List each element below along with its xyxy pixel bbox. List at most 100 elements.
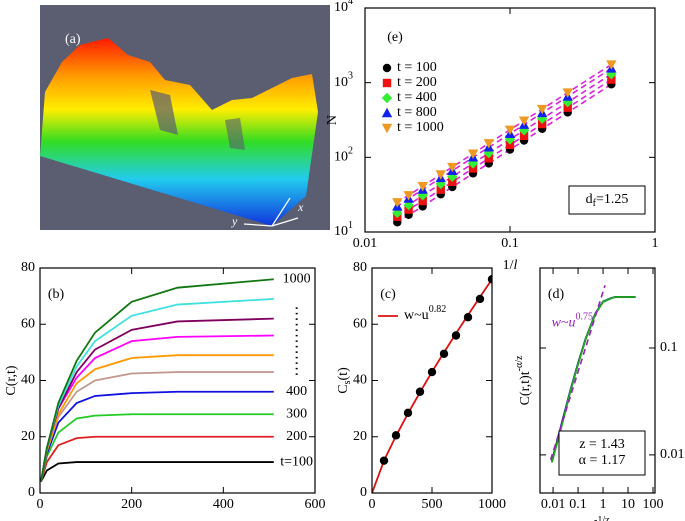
marker bbox=[563, 103, 572, 112]
marker bbox=[606, 68, 617, 80]
plot-frame bbox=[39, 267, 316, 494]
render-surface bbox=[40, 38, 318, 226]
x-tick-label: 0.1 bbox=[501, 236, 519, 251]
x-axis-label-part: -1/z bbox=[594, 515, 610, 521]
x-tick-label: 1 bbox=[600, 497, 607, 512]
legend-label: t = 400 bbox=[397, 90, 437, 105]
annotation-part: f bbox=[593, 198, 597, 209]
annotation: α = 1.17 bbox=[579, 453, 626, 468]
marker bbox=[382, 78, 392, 88]
series-label: 400 bbox=[286, 384, 307, 399]
series-line bbox=[40, 461, 274, 483]
x-tick-label: 0.01 bbox=[353, 236, 378, 251]
marker bbox=[536, 104, 548, 115]
x-axis-label: rt-1/z bbox=[585, 515, 610, 521]
series-line bbox=[551, 296, 636, 463]
x-tick-label: 100 bbox=[643, 497, 664, 512]
series-line bbox=[396, 78, 612, 218]
marker bbox=[483, 139, 494, 149]
x-axis-label: 1/l bbox=[503, 258, 518, 273]
y-tick-label: 104 bbox=[334, 0, 353, 15]
series-line bbox=[40, 390, 274, 482]
x-axis-label-part: l bbox=[514, 258, 518, 273]
marker bbox=[392, 198, 403, 208]
marker bbox=[467, 149, 479, 159]
series-label: t=100 bbox=[280, 454, 313, 469]
series-label: 200 bbox=[286, 429, 307, 444]
plot-frame bbox=[371, 267, 493, 494]
y-axis-label-part: (t) bbox=[336, 367, 351, 381]
marker bbox=[418, 196, 427, 206]
y-axis-label: C(r,t)t-α/z bbox=[514, 355, 533, 405]
y-axis-label-part: N bbox=[325, 115, 340, 125]
annotation-part: α = 1.17 bbox=[579, 453, 626, 468]
y-tick-label: 0.1 bbox=[660, 340, 678, 355]
marker bbox=[484, 154, 493, 163]
plot-area bbox=[392, 60, 617, 227]
y-tick-label: 40 bbox=[21, 373, 35, 388]
series-line bbox=[40, 334, 274, 482]
marker bbox=[379, 456, 389, 465]
annotation-part: z = 1.43 bbox=[579, 437, 625, 452]
marker bbox=[475, 294, 485, 304]
y-tick-label: 0 bbox=[28, 485, 35, 500]
axis-label: y bbox=[231, 214, 238, 228]
y-axis-label-part: -α/z bbox=[514, 355, 525, 371]
y-tick-label: 80 bbox=[353, 260, 367, 275]
panel-label: (c) bbox=[380, 287, 396, 302]
y-axis-label: N bbox=[325, 115, 340, 125]
y-tick-label: 20 bbox=[21, 429, 35, 444]
y-tick-exponent: 1 bbox=[348, 220, 353, 231]
series-line bbox=[396, 63, 612, 203]
x-axis-label-part: t bbox=[430, 519, 434, 521]
x-axis-label: t bbox=[430, 519, 434, 521]
y-tick-label: 60 bbox=[353, 316, 367, 331]
y-tick-label: 20 bbox=[353, 429, 367, 444]
series-line bbox=[40, 435, 274, 483]
marker bbox=[381, 92, 393, 104]
marker bbox=[562, 88, 573, 98]
x-tick-label: 400 bbox=[213, 497, 234, 512]
x-tick-label: 0 bbox=[37, 497, 44, 512]
legend-label: t = 1000 bbox=[397, 120, 444, 135]
series-label: 1000 bbox=[283, 271, 311, 286]
marker bbox=[417, 182, 428, 192]
marker bbox=[607, 75, 616, 84]
x-tick-label: 1 bbox=[652, 236, 659, 251]
x-tick-label: 10 bbox=[621, 497, 635, 512]
marker bbox=[403, 408, 413, 418]
marker bbox=[415, 387, 425, 396]
x-axis-label: r bbox=[175, 519, 180, 521]
x-axis-label-part: 1/ bbox=[503, 258, 514, 273]
x-tick-label: 600 bbox=[305, 497, 326, 512]
y-tick-label: 102 bbox=[334, 146, 353, 165]
panel-label: (b) bbox=[48, 287, 65, 302]
annotation-box bbox=[568, 185, 646, 215]
x-tick-label: 0 bbox=[369, 497, 376, 512]
marker bbox=[439, 349, 449, 358]
marker bbox=[606, 60, 617, 70]
x-tick-label: 0.1 bbox=[569, 497, 587, 512]
series-line bbox=[40, 371, 274, 482]
series-line bbox=[396, 67, 612, 208]
render-hole bbox=[225, 118, 245, 150]
x-tick-label: 500 bbox=[422, 497, 443, 512]
marker bbox=[381, 107, 393, 118]
render-axes bbox=[243, 197, 299, 227]
series-line bbox=[40, 317, 274, 482]
render-panel: (a) x y bbox=[40, 5, 330, 230]
legend-label: t = 800 bbox=[397, 105, 437, 120]
marker bbox=[519, 131, 529, 141]
plot-area bbox=[40, 278, 274, 483]
marker bbox=[381, 123, 393, 134]
series-line bbox=[396, 83, 612, 223]
annotation-box bbox=[558, 430, 646, 476]
x-tick-label: 0.01 bbox=[541, 497, 566, 512]
marker bbox=[382, 63, 392, 73]
marker bbox=[463, 313, 473, 322]
y-tick-label: 0.01 bbox=[660, 447, 685, 462]
x-axis-label-part: r bbox=[175, 519, 180, 521]
marker bbox=[505, 140, 515, 150]
y-tick-label: 0 bbox=[360, 485, 367, 500]
axis-label: x bbox=[297, 200, 304, 214]
